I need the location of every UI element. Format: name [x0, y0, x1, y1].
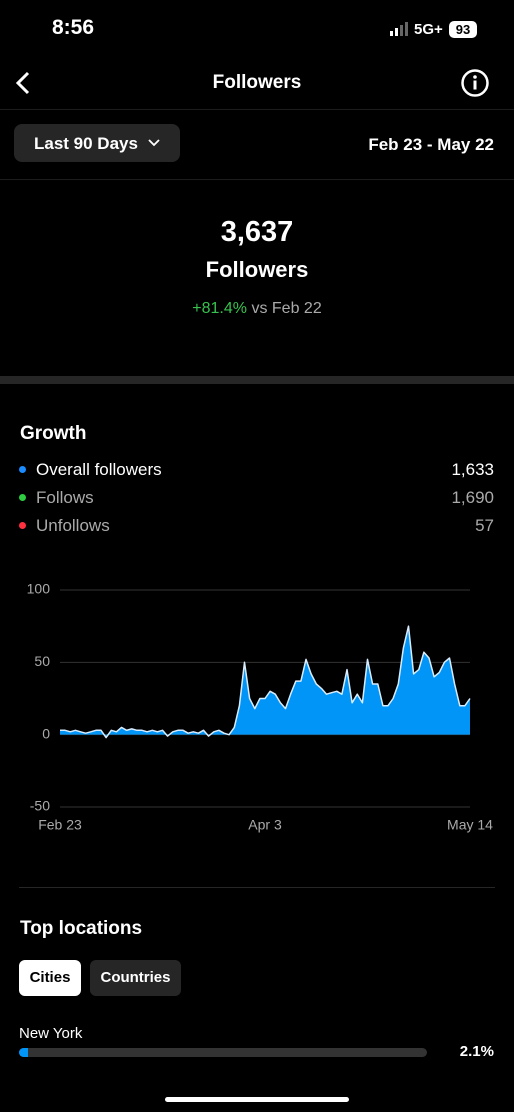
page-title: Followers: [212, 72, 302, 93]
chevron: [148, 139, 160, 147]
legend-name: Unfollows: [36, 516, 110, 535]
y-tick-label: 50: [34, 653, 50, 669]
network: 5G+: [414, 21, 443, 38]
time: 8:56: [52, 16, 95, 39]
battery: 93: [449, 21, 477, 38]
legend-value: 1,633: [451, 460, 494, 479]
x-tick-label: Apr 3: [248, 817, 282, 833]
divider: [0, 109, 514, 110]
location-bar: [19, 1048, 28, 1057]
legend-name: Overall followers: [36, 460, 162, 479]
back-button[interactable]: [12, 70, 36, 96]
legend-dot: [19, 494, 26, 501]
y-tick-label: 100: [27, 581, 51, 597]
y-tick-label: -50: [30, 798, 50, 814]
comparison: vs Feb 22: [251, 300, 322, 317]
legend-value: 1,690: [451, 488, 494, 507]
legend-dot: [19, 466, 26, 473]
section-divider: [0, 376, 514, 384]
date-range: Feb 23 - May 22: [368, 135, 494, 154]
location-value: 2.1%: [459, 1043, 494, 1060]
change: +81.4%: [192, 300, 247, 317]
area-line: [60, 625, 471, 739]
info-button[interactable]: [460, 68, 490, 98]
legend-name: Follows: [36, 488, 94, 507]
section-title: Top locations: [20, 918, 143, 939]
x-tick-label: May 14: [447, 817, 493, 833]
follower-count: 3,637: [220, 216, 294, 248]
chart: -50 0 50 100 Feb 23 Apr 3 May 14: [27, 581, 494, 833]
section-title: Growth: [20, 423, 87, 444]
location-track: [19, 1048, 427, 1057]
area: [60, 626, 470, 738]
x-tick-label: Feb 23: [38, 817, 82, 833]
divider: [19, 887, 495, 888]
home-indicator: [165, 1097, 349, 1102]
range-label: Last 90 Days: [34, 134, 138, 153]
tab-countries[interactable]: Countries: [90, 960, 181, 996]
follower-label: Followers: [205, 257, 309, 282]
legend-dot: [19, 522, 26, 529]
divider: [0, 179, 514, 180]
tab-cities[interactable]: Cities: [19, 960, 81, 996]
change-line: +81.4% vs Feb 22: [0, 300, 514, 318]
signal: [390, 22, 410, 36]
location-name: New York: [19, 1025, 83, 1042]
range-dropdown[interactable]: Last 90 Days: [14, 124, 180, 162]
legend-value: 57: [475, 516, 494, 535]
y-tick-label: 0: [42, 725, 50, 741]
